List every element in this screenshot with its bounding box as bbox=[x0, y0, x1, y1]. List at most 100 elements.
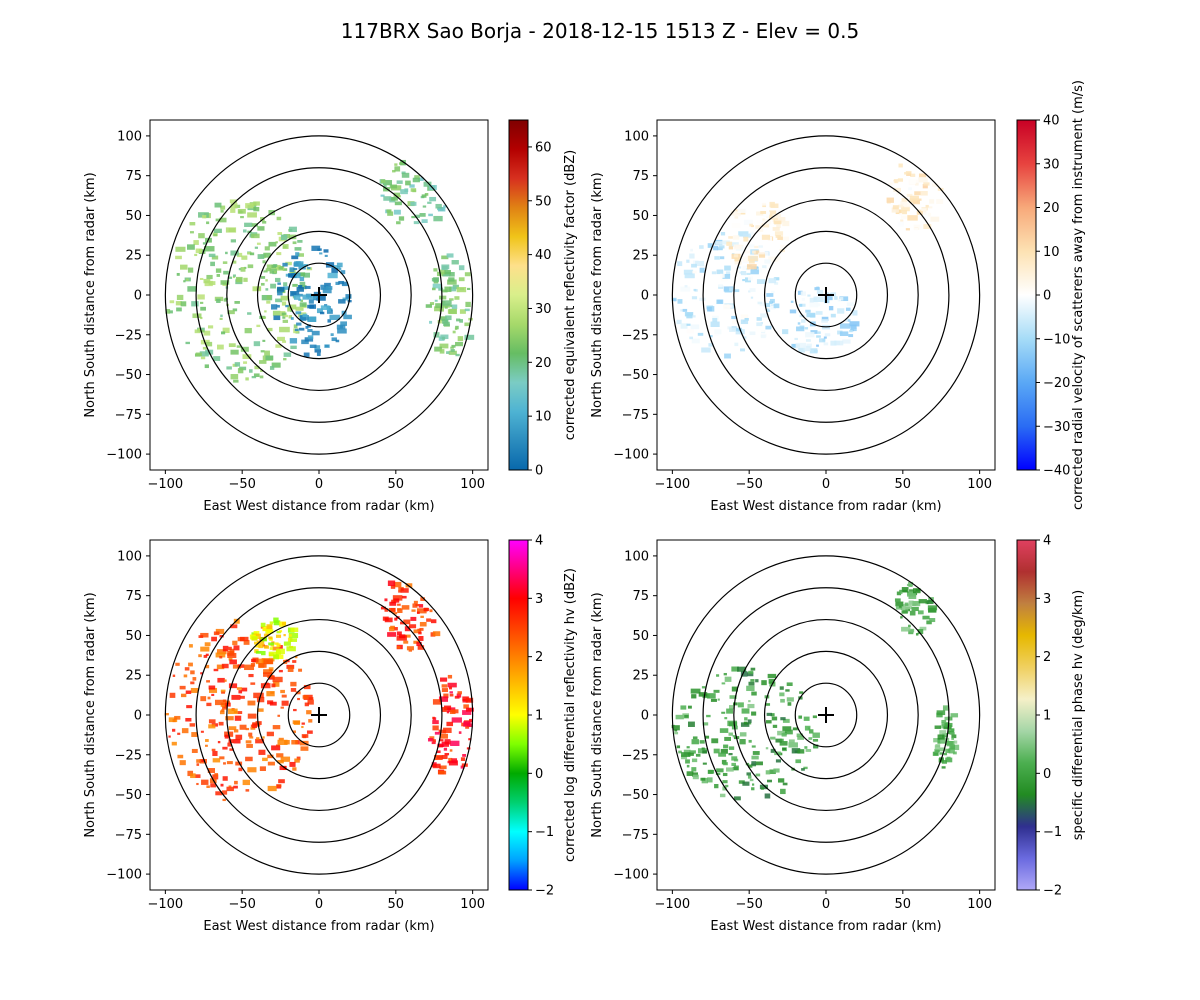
y-tick-label: 0 bbox=[134, 709, 142, 724]
y-tick-label: −25 bbox=[622, 748, 649, 763]
colorbar: 0 10 20 30 40 50 60 corrected equivalent reflec… bbox=[508, 119, 578, 479]
panel-top-left: −100 −50 0 50 100−100−75−50−250255075100East… bbox=[83, 119, 578, 514]
range-ring bbox=[671, 135, 981, 455]
colorbar-tick-label: 40 bbox=[535, 248, 552, 263]
y-tick-label: 50 bbox=[632, 629, 649, 644]
y-tick-label: 0 bbox=[641, 289, 649, 304]
y-tick-label: −75 bbox=[622, 408, 649, 423]
colorbar-tick-label: −2 bbox=[535, 884, 554, 899]
y-axis-label: North South distance from radar (km) bbox=[83, 172, 98, 417]
panel-bottom-left: −100 −50 0 50 100 −100 −75 −50 −25 0 25 50 75 100 East… bbox=[83, 534, 578, 935]
x-tick-label: 0 bbox=[822, 897, 830, 912]
colorbar-tick-label: −10 bbox=[1043, 332, 1070, 347]
colorbar-tick-label: 30 bbox=[535, 302, 552, 317]
colorbar-tick-label: 4 bbox=[535, 534, 543, 549]
x-tick-label: −50 bbox=[735, 477, 762, 492]
colorbar-tick-label: 30 bbox=[1043, 157, 1060, 172]
x-tick-label: 50 bbox=[388, 897, 405, 912]
y-tick-label: 75 bbox=[125, 589, 142, 604]
colorbar-tick-label: 40 bbox=[1043, 114, 1060, 129]
x-tick-label: −50 bbox=[735, 897, 762, 912]
colorbar-tick-label: 2 bbox=[1043, 650, 1051, 665]
colorbar-tick-label: −1 bbox=[1043, 825, 1062, 840]
y-tick-label: 50 bbox=[125, 209, 142, 224]
echo-region bbox=[425, 253, 475, 357]
y-tick-label: 75 bbox=[632, 589, 649, 604]
y-tick-label: −25 bbox=[622, 328, 649, 343]
x-tick-label: −100 bbox=[148, 477, 184, 492]
y-tick-label: 50 bbox=[632, 209, 649, 224]
echo-region bbox=[165, 199, 313, 383]
range-ring bbox=[702, 167, 950, 423]
range-ring bbox=[195, 587, 443, 843]
colorbar-scale bbox=[1016, 119, 1037, 471]
echo-region bbox=[886, 163, 944, 231]
x-tick-label: 0 bbox=[822, 477, 830, 492]
colorbar-tick-label: −20 bbox=[1043, 376, 1070, 391]
colorbar-tick-label: 1 bbox=[535, 709, 543, 724]
y-tick-label: 25 bbox=[125, 669, 142, 684]
radar-location-marker bbox=[311, 287, 327, 303]
echo-region bbox=[894, 581, 938, 636]
y-tick-label: 25 bbox=[632, 249, 649, 264]
range-ring bbox=[763, 650, 889, 780]
range-ring bbox=[226, 618, 412, 812]
radar-location-marker bbox=[311, 707, 327, 723]
range-ring bbox=[256, 230, 382, 360]
y-tick-label: −50 bbox=[115, 368, 142, 383]
radar-location-marker bbox=[818, 287, 834, 303]
echo-region bbox=[726, 201, 790, 274]
colorbar: −2 −1 0 1 2 3 4 specific differential phase hv … bbox=[1016, 534, 1086, 899]
y-tick-label: −50 bbox=[622, 368, 649, 383]
colorbar-tick-label: 2 bbox=[535, 650, 543, 665]
colorbar-tick-label: −40 bbox=[1043, 464, 1070, 479]
echo-region bbox=[427, 674, 474, 775]
range-ring bbox=[671, 555, 981, 875]
y-tick-label: 75 bbox=[125, 169, 142, 184]
colorbar-tick-label: 0 bbox=[1043, 767, 1051, 782]
colorbar-label: corrected log differential reflectivity … bbox=[563, 568, 578, 862]
y-tick-label: 100 bbox=[624, 549, 649, 564]
y-axis-label: North South distance from radar (km) bbox=[590, 592, 605, 837]
range-ring bbox=[763, 230, 889, 360]
range-ring bbox=[164, 135, 474, 455]
x-tick-label: 0 bbox=[315, 897, 323, 912]
y-tick-label: −100 bbox=[106, 448, 142, 463]
colorbar-scale bbox=[508, 119, 529, 471]
colorbar-tick-label: 10 bbox=[1043, 245, 1060, 260]
range-ring bbox=[794, 262, 858, 328]
y-axis-label: North South distance from radar (km) bbox=[590, 172, 605, 417]
range-ring bbox=[733, 198, 919, 392]
y-tick-label: −75 bbox=[115, 828, 142, 843]
echo-region bbox=[249, 617, 299, 660]
x-tick-label: 100 bbox=[460, 897, 485, 912]
y-tick-label: 100 bbox=[624, 129, 649, 144]
range-ring bbox=[733, 618, 919, 812]
y-tick-label: −50 bbox=[115, 788, 142, 803]
y-tick-label: 50 bbox=[125, 629, 142, 644]
x-tick-label: −100 bbox=[148, 897, 184, 912]
colorbar-label: specific differential phase hv (deg/km) bbox=[1071, 590, 1086, 840]
y-tick-label: −25 bbox=[115, 328, 142, 343]
range-ring bbox=[164, 555, 474, 875]
x-tick-label: 100 bbox=[460, 477, 485, 492]
range-ring bbox=[702, 587, 950, 843]
colorbar-tick-label: 60 bbox=[535, 140, 552, 155]
echo-region bbox=[671, 231, 780, 359]
x-tick-label: −100 bbox=[655, 897, 691, 912]
range-ring bbox=[226, 198, 412, 392]
echo-region bbox=[380, 580, 441, 652]
x-tick-label: 50 bbox=[388, 477, 405, 492]
y-tick-label: 75 bbox=[632, 169, 649, 184]
range-ring bbox=[256, 650, 382, 780]
range-ring bbox=[287, 262, 351, 328]
colorbar: −40 −30 −20 −10 0 10 20 30 40 corrected radial ve… bbox=[1016, 80, 1086, 510]
x-tick-label: −50 bbox=[228, 477, 255, 492]
colorbar-tick-label: 0 bbox=[535, 767, 543, 782]
y-tick-label: −100 bbox=[613, 448, 649, 463]
x-tick-label: −100 bbox=[655, 477, 691, 492]
echo-region bbox=[932, 705, 960, 769]
panel-bottom-right: −100 −50 0 50 100 −100 −75 −50 −25 0 25 50 75 100 East… bbox=[590, 534, 1086, 935]
colorbar: −2 −1 0 1 2 3 4 corrected log differential refl… bbox=[508, 534, 578, 899]
y-tick-label: −100 bbox=[613, 868, 649, 883]
